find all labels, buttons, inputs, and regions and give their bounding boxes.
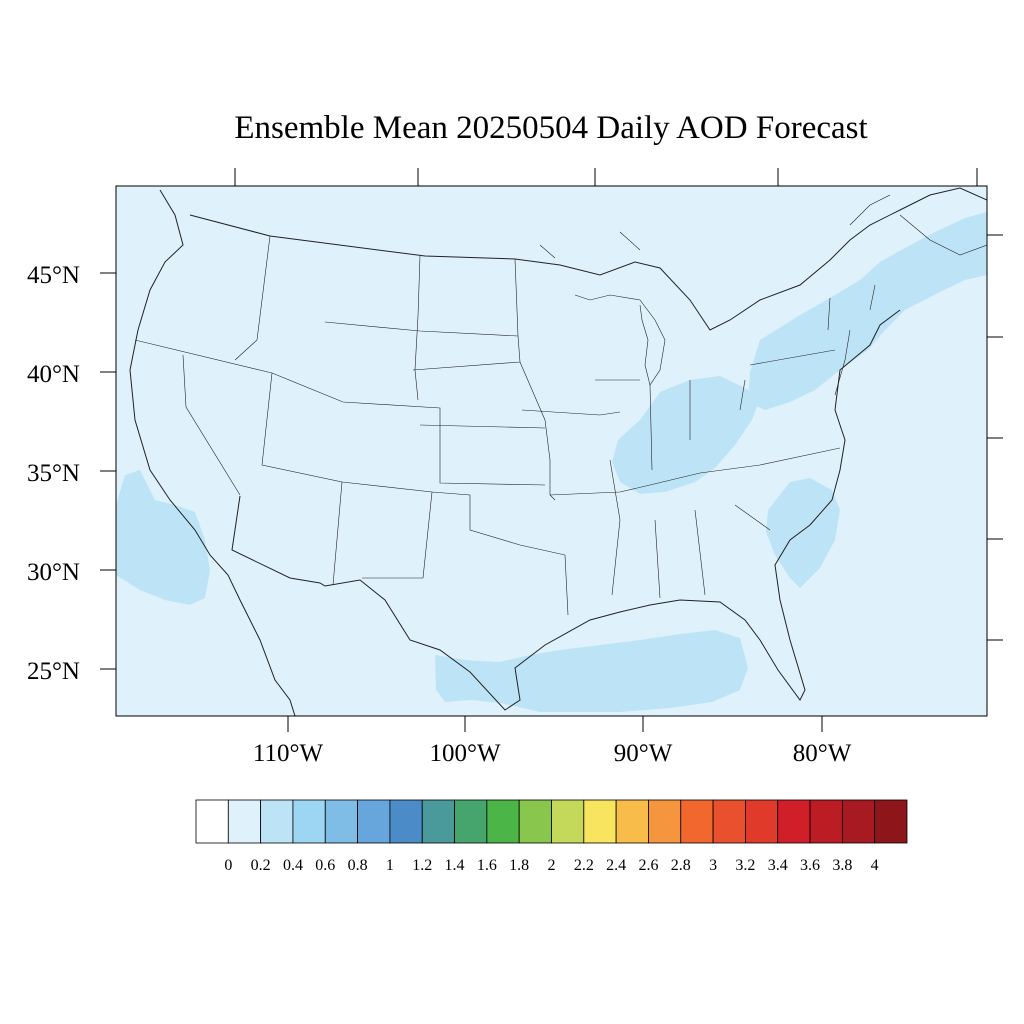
colorbar-swatch [421, 799, 455, 844]
colorbar-tick-label: 1.8 [509, 857, 529, 874]
colorbar-tick-label: 1 [386, 857, 394, 874]
colorbar-swatch [615, 799, 649, 844]
lat-label-45: 45°N [27, 262, 80, 289]
colorbar-swatch [777, 799, 811, 844]
colorbar-tick-label: 2.8 [671, 857, 691, 874]
aod-plumes [116, 187, 987, 716]
colorbar-swatch [648, 799, 682, 844]
colorbar-swatch [551, 799, 585, 844]
colorbar-tick-label: 1.2 [412, 857, 432, 874]
lat-label-25: 25°N [27, 658, 80, 685]
colorbar-tick-label: 0.8 [348, 857, 368, 874]
colorbar-tick-label: 3.2 [735, 857, 755, 874]
boundaries [129, 187, 987, 716]
colorbar-tick-label: 2.2 [574, 857, 594, 874]
lat-label-30: 30°N [27, 559, 80, 586]
colorbar-tick-label: 3.8 [832, 857, 852, 874]
us-outline [129, 187, 987, 716]
colorbar-swatch [195, 799, 229, 844]
lat-ticks [100, 234, 1003, 670]
colorbar-tick-label: 2.4 [606, 857, 626, 874]
lon-ticks [234, 168, 978, 732]
colorbar-swatch [745, 799, 779, 844]
map-title: Ensemble Mean 20250504 Daily AOD Forecas… [234, 110, 868, 146]
california-offshore-plume [116, 470, 210, 605]
southeast-coast-plume [766, 478, 840, 588]
lat-label-40: 40°N [27, 361, 80, 388]
colorbar-swatch [874, 799, 908, 844]
lon-label-110w: 110°W [253, 740, 324, 767]
colorbar-swatch [324, 799, 358, 844]
colorbar-tick-label: 3 [709, 857, 717, 874]
colorbar-tick-label: 0.6 [315, 857, 335, 874]
colorbar-swatch [454, 799, 488, 844]
colorbar-tick-label: 4 [871, 857, 879, 874]
colorbar-tick-label: 3.6 [800, 857, 820, 874]
colorbar-tick-label: 0.2 [251, 857, 271, 874]
colorbar-tick-label: 0 [224, 857, 232, 874]
colorbar-swatch [841, 799, 876, 844]
state-lines [134, 235, 876, 616]
lon-label-80w: 80°W [793, 740, 852, 767]
colorbar-swatch [712, 799, 746, 844]
colorbar-swatch [389, 799, 423, 844]
colorbar-swatch [583, 799, 617, 844]
colorbar-swatch [260, 799, 294, 844]
map-frame [115, 185, 988, 717]
colorbar-tick-label: 2 [548, 857, 556, 874]
colorbar-tick-label: 0.4 [283, 857, 303, 874]
colorbar-tick-label: 2.6 [638, 857, 658, 874]
ohio-valley-plume [612, 376, 760, 494]
lat-label-35: 35°N [27, 460, 80, 487]
colorbar-swatch [518, 799, 552, 844]
northeast-plume [748, 212, 987, 410]
colorbar-tick-label: 1.4 [445, 857, 465, 874]
colorbar-labels: 0 0.2 0.4 0.6 0.8 1 1.2 1.4 1.6 1.8 2 2.2 2.4 2.6 2.8 3… [224, 857, 878, 874]
gulf-plume [435, 630, 748, 712]
colorbar-tick-label: 1.6 [477, 857, 497, 874]
lon-label-100w: 100°W [429, 740, 500, 767]
map-background [116, 186, 987, 716]
colorbar-swatch [292, 799, 326, 844]
colorbar-swatch [486, 799, 520, 844]
colorbar-swatch [227, 799, 262, 844]
lon-label-90w: 90°W [614, 740, 673, 767]
colorbar-swatch [357, 799, 391, 844]
colorbar [195, 799, 908, 844]
canada-coast [539, 194, 987, 386]
colorbar-tick-label: 3.4 [768, 857, 788, 874]
colorbar-swatch [680, 799, 714, 844]
colorbar-swatch [809, 799, 843, 844]
